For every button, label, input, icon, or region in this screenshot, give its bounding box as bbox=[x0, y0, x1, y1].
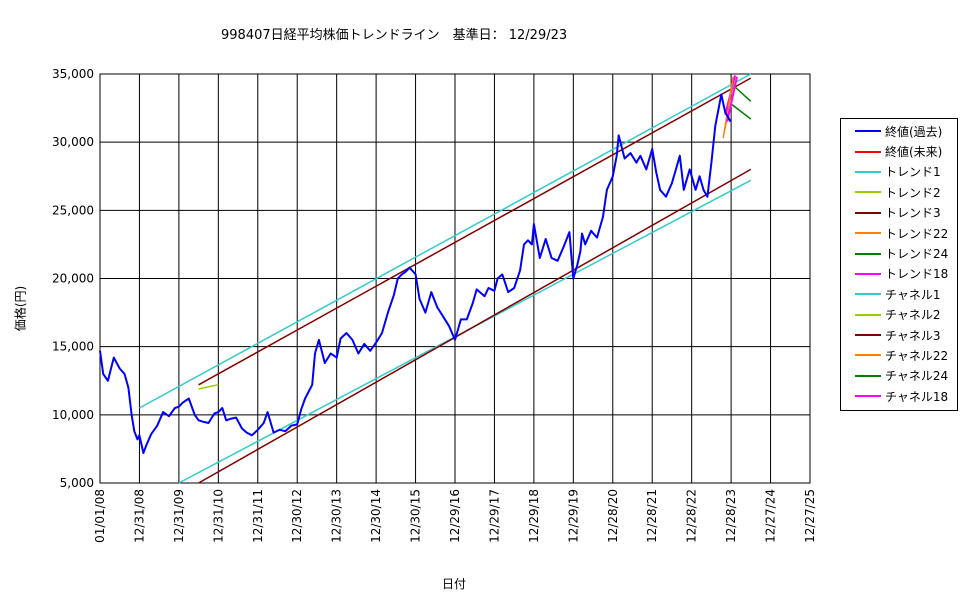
legend-swatch bbox=[855, 170, 881, 173]
x-tick-label: 12/27/25 bbox=[803, 489, 817, 543]
series-line bbox=[99, 93, 732, 454]
legend-item: チャネル22 bbox=[841, 345, 957, 365]
x-tick-label: 12/28/23 bbox=[724, 489, 738, 543]
series-line bbox=[730, 103, 752, 120]
x-tick-label: 12/28/22 bbox=[685, 489, 699, 543]
legend-item: トレンド24 bbox=[841, 243, 957, 263]
y-tick-label: 5,000 bbox=[60, 476, 94, 490]
x-tick-label: 12/30/14 bbox=[369, 489, 383, 543]
x-tick-label: 12/31/09 bbox=[172, 489, 186, 543]
series-line bbox=[724, 76, 734, 129]
series-line bbox=[198, 384, 219, 390]
series-line bbox=[139, 73, 752, 409]
x-tick-label: 12/28/21 bbox=[645, 489, 659, 543]
x-tick-label: 12/27/24 bbox=[764, 489, 778, 543]
legend-swatch bbox=[855, 130, 881, 133]
chart-title: 998407日経平均株価トレンドライン 基準日： 12/29/23 bbox=[221, 28, 568, 43]
legend-label: チャネル22 bbox=[885, 348, 949, 363]
legend-item: チャネル1 bbox=[841, 284, 957, 304]
legend-item: チャネル3 bbox=[841, 325, 957, 345]
legend-label: トレンド24 bbox=[885, 247, 949, 262]
legend-swatch bbox=[855, 232, 881, 235]
legend-item: トレンド18 bbox=[841, 264, 957, 284]
legend-label: チャネル2 bbox=[885, 308, 941, 323]
legend-item: トレンド1 bbox=[841, 162, 957, 182]
legend-label: チャネル1 bbox=[885, 287, 941, 302]
x-tick-label: 12/30/12 bbox=[290, 489, 304, 543]
legend-item: 終値(過去) bbox=[841, 121, 957, 141]
y-tick-label: 20,000 bbox=[52, 272, 94, 286]
legend-label: トレンド1 bbox=[885, 165, 941, 180]
legend-item: 終値(未来) bbox=[841, 141, 957, 161]
legend-swatch bbox=[855, 334, 881, 337]
legend-swatch bbox=[855, 354, 881, 357]
legend-swatch bbox=[855, 272, 881, 275]
legend-swatch bbox=[855, 252, 881, 255]
legend-label: トレンド22 bbox=[885, 226, 949, 241]
legend-label: トレンド18 bbox=[885, 267, 949, 282]
legend-label: チャネル18 bbox=[885, 389, 949, 404]
legend-swatch bbox=[855, 191, 881, 194]
legend-swatch bbox=[855, 211, 881, 214]
legend-swatch bbox=[855, 395, 881, 398]
legend: 終値(過去) 終値(未来) トレンド1 トレンド2 トレンド3 トレンド22 トレンド24 ト… bbox=[840, 118, 958, 411]
legend-label: 終値(過去) bbox=[885, 124, 943, 139]
legend-item: チャネル18 bbox=[841, 386, 957, 406]
legend-item: チャネル2 bbox=[841, 305, 957, 325]
legend-swatch bbox=[855, 374, 881, 377]
legend-label: 終値(未来) bbox=[885, 145, 943, 160]
legend-item: チャネル24 bbox=[841, 366, 957, 386]
legend-item: トレンド22 bbox=[841, 223, 957, 243]
x-tick-label: 12/31/11 bbox=[251, 489, 265, 543]
legend-swatch bbox=[855, 313, 881, 316]
x-tick-label: 12/29/18 bbox=[527, 489, 541, 543]
x-tick-label: 12/29/16 bbox=[448, 489, 462, 543]
legend-item: トレンド2 bbox=[841, 182, 957, 202]
x-tick-label: 12/31/10 bbox=[211, 489, 225, 543]
legend-label: トレンド3 bbox=[885, 206, 941, 221]
x-axis-label: 日付 bbox=[442, 577, 467, 591]
x-tick-label: 12/31/08 bbox=[132, 489, 146, 543]
x-tick-label: 12/30/15 bbox=[409, 489, 423, 543]
x-tick-label: 12/28/20 bbox=[606, 489, 620, 543]
y-tick-label: 25,000 bbox=[52, 203, 94, 217]
series-line bbox=[726, 76, 738, 122]
legend-label: トレンド2 bbox=[885, 185, 941, 200]
y-tick-label: 35,000 bbox=[52, 67, 94, 81]
y-tick-label: 10,000 bbox=[52, 408, 94, 422]
legend-item: トレンド3 bbox=[841, 203, 957, 223]
series-line bbox=[198, 77, 752, 386]
legend-swatch bbox=[855, 293, 881, 296]
legend-swatch bbox=[855, 150, 881, 153]
x-tick-label: 01/01/08 bbox=[93, 489, 107, 543]
series-line bbox=[198, 168, 752, 484]
y-tick-label: 15,000 bbox=[52, 340, 94, 354]
y-axis-label: 価格(円) bbox=[13, 285, 28, 332]
legend-label: チャネル3 bbox=[885, 328, 941, 343]
legend-label: チャネル24 bbox=[885, 369, 949, 384]
x-tick-label: 12/29/19 bbox=[566, 489, 580, 543]
y-tick-label: 30,000 bbox=[52, 135, 94, 149]
x-tick-label: 12/30/13 bbox=[330, 489, 344, 543]
x-tick-label: 12/29/17 bbox=[487, 489, 501, 543]
